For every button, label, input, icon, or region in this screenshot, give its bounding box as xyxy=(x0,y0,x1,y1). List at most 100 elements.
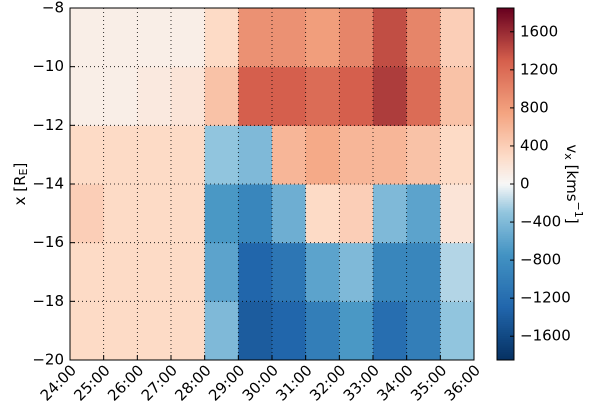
colorbar-step xyxy=(497,162,514,164)
colorbar-step xyxy=(497,44,514,46)
heat-cell xyxy=(272,243,306,302)
colorbar-step xyxy=(497,314,514,316)
colorbar-step xyxy=(497,156,514,158)
colorbar-step xyxy=(497,326,514,328)
colorbar-step xyxy=(497,92,514,94)
colorbar-step xyxy=(497,98,514,100)
heat-cell xyxy=(205,125,239,184)
cbar-label-end: ] xyxy=(564,218,582,224)
colorbar-step xyxy=(497,262,514,264)
x-tick-label: 33:00 xyxy=(340,361,383,404)
colorbar-step xyxy=(497,22,514,24)
colorbar-step xyxy=(497,256,514,258)
colorbar-step xyxy=(497,350,514,352)
colorbar-step xyxy=(497,268,514,270)
colorbar-step xyxy=(497,224,514,226)
colorbar-step xyxy=(497,112,514,114)
heat-cell xyxy=(373,301,407,360)
y-tick-label: −18 xyxy=(32,292,64,310)
colorbar-step xyxy=(497,236,514,238)
colorbar-step xyxy=(497,34,514,36)
heat-cell xyxy=(373,125,407,184)
colorbar-step xyxy=(497,48,514,50)
colorbar-step xyxy=(497,330,514,332)
heat-cell xyxy=(205,243,239,302)
colorbar-step xyxy=(497,214,514,216)
colorbar-step xyxy=(497,356,514,358)
heat-cell xyxy=(70,243,104,302)
colorbar-step xyxy=(497,18,514,20)
colorbar-step xyxy=(497,66,514,68)
heat-cell xyxy=(407,125,441,184)
colorbar-step xyxy=(497,270,514,272)
y-label-sub: E xyxy=(17,168,30,175)
colorbar-label: vx [kms−1] xyxy=(562,144,585,223)
colorbar-step xyxy=(497,120,514,122)
heat-cell xyxy=(306,125,340,184)
colorbar-step xyxy=(497,148,514,150)
colorbar-step xyxy=(497,238,514,240)
heat-cell xyxy=(137,243,171,302)
colorbar-step xyxy=(497,172,514,174)
y-tick-label: −16 xyxy=(32,233,64,251)
colorbar-step xyxy=(497,168,514,170)
colorbar-step xyxy=(497,88,514,90)
colorbar-step xyxy=(497,46,514,48)
heat-cell xyxy=(440,67,474,126)
heat-cell xyxy=(137,67,171,126)
colorbar-step xyxy=(497,192,514,194)
heat-cell xyxy=(339,125,373,184)
heat-cell xyxy=(373,8,407,67)
heat-cell xyxy=(339,67,373,126)
colorbar-step xyxy=(497,346,514,348)
colorbar-step xyxy=(497,180,514,182)
heat-cell xyxy=(306,301,340,360)
colorbar-step xyxy=(497,302,514,304)
colorbar-step xyxy=(497,204,514,206)
colorbar-step xyxy=(497,216,514,218)
heat-cell xyxy=(238,301,272,360)
heat-cell xyxy=(407,301,441,360)
heat-cell xyxy=(171,125,205,184)
x-tick-label: 25:00 xyxy=(70,361,113,404)
colorbar-step xyxy=(497,164,514,166)
heat-cell xyxy=(272,301,306,360)
colorbar-step xyxy=(497,272,514,274)
colorbar-step xyxy=(497,160,514,162)
colorbar-step xyxy=(497,100,514,102)
colorbar-step xyxy=(497,38,514,40)
heat-cell xyxy=(238,184,272,243)
heat-cell xyxy=(238,125,272,184)
colorbar-step xyxy=(497,328,514,330)
colorbar-step xyxy=(497,252,514,254)
heat-cell xyxy=(306,184,340,243)
heat-cell xyxy=(339,184,373,243)
colorbar-step xyxy=(497,40,514,42)
colorbar-step xyxy=(497,300,514,302)
heat-cell xyxy=(70,184,104,243)
colorbar-step xyxy=(497,36,514,38)
colorbar-step xyxy=(497,202,514,204)
colorbar-step xyxy=(497,118,514,120)
colorbar-step xyxy=(497,186,514,188)
colorbar-step xyxy=(497,274,514,276)
colorbar-step xyxy=(497,218,514,220)
colorbar-step xyxy=(497,176,514,178)
colorbar-step xyxy=(497,154,514,156)
heat-cell xyxy=(440,8,474,67)
colorbar-tick-label: −800 xyxy=(520,251,561,269)
colorbar-step xyxy=(497,42,514,44)
colorbar-step xyxy=(497,122,514,124)
y-tick-label: −20 xyxy=(32,351,64,369)
y-tick-label: −14 xyxy=(32,175,64,193)
heat-cell xyxy=(171,67,205,126)
heat-cell xyxy=(339,243,373,302)
colorbar-step xyxy=(497,304,514,306)
colorbar-step xyxy=(497,198,514,200)
colorbar-step xyxy=(497,190,514,192)
colorbar-step xyxy=(497,32,514,34)
colorbar-step xyxy=(497,254,514,256)
cbar-label-base: v xyxy=(564,144,582,153)
colorbar-step xyxy=(497,58,514,60)
colorbar-step xyxy=(497,200,514,202)
